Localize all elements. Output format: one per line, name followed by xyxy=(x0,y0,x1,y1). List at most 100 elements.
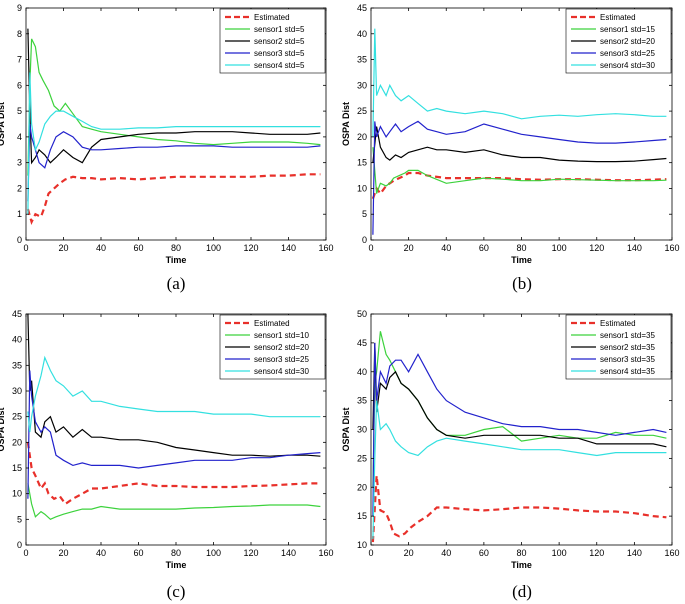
y-axis-label: OSPA Dist xyxy=(0,102,6,146)
x-tick-label: 120 xyxy=(589,548,604,558)
legend-label: sensor3 std=5 xyxy=(254,49,305,58)
x-tick-label: 120 xyxy=(243,243,258,253)
legend: Estimated sensor1 std=10 sensor2 std=20 sen… xyxy=(219,314,326,380)
x-tick-label: 100 xyxy=(552,243,567,253)
panel-caption: (a) xyxy=(167,274,186,293)
series-line-5 xyxy=(372,400,667,540)
panel-caption: (b) xyxy=(512,274,532,293)
y-tick-label: 5 xyxy=(362,209,367,219)
y-tick-label: 35 xyxy=(12,360,22,370)
y-tick-label: 1 xyxy=(17,209,22,219)
x-tick-label: 100 xyxy=(206,243,221,253)
x-tick-label: 40 xyxy=(441,243,451,253)
x-tick-label: 140 xyxy=(281,548,296,558)
legend-label: sensor1 std=10 xyxy=(254,331,309,340)
y-tick-label: 2 xyxy=(17,183,22,193)
x-tick-label: 20 xyxy=(58,243,68,253)
y-axis-label: OSPA Dist xyxy=(341,102,351,146)
series-line-1 xyxy=(371,475,667,543)
y-tick-label: 40 xyxy=(357,367,367,377)
series-line-2 xyxy=(27,38,321,176)
series-line-5 xyxy=(27,355,321,433)
x-tick-label: 160 xyxy=(318,243,333,253)
y-tick-label: 40 xyxy=(12,335,22,345)
x-axis-label: Time xyxy=(511,560,532,570)
legend-label: sensor2 std=5 xyxy=(254,37,305,46)
series-line-2 xyxy=(27,483,321,521)
x-tick-label: 0 xyxy=(23,243,28,253)
y-tick-label: 20 xyxy=(12,437,22,447)
x-tick-label: 80 xyxy=(171,548,181,558)
panel-caption: (d) xyxy=(512,582,532,601)
y-tick-label: 25 xyxy=(357,453,367,463)
legend-label: sensor4 std=30 xyxy=(600,61,655,70)
series-line-4 xyxy=(372,120,667,235)
legend: Estimated sensor1 std=5 sensor2 std=5 senso… xyxy=(219,8,326,74)
y-tick-label: 20 xyxy=(357,482,367,492)
series-line-3 xyxy=(372,342,667,448)
y-tick-label: 3 xyxy=(17,158,22,168)
x-tick-label: 60 xyxy=(479,243,489,253)
y-tick-label: 5 xyxy=(17,106,22,116)
y-tick-label: 0 xyxy=(17,235,22,245)
y-tick-label: 25 xyxy=(12,412,22,422)
series-line-5 xyxy=(372,28,667,137)
y-tick-label: 30 xyxy=(357,80,367,90)
x-tick-label: 60 xyxy=(479,548,489,558)
chart-panel-3: 0 20 40 60 80 100 120 140 160 0 5 10 15 20 25 30 35 40 45 T… xyxy=(0,309,334,601)
y-tick-label: 8 xyxy=(17,29,22,39)
y-tick-label: 15 xyxy=(357,158,367,168)
series-line-1 xyxy=(26,173,321,226)
x-tick-label: 120 xyxy=(243,548,258,558)
series-line-1 xyxy=(26,442,321,506)
legend-label: Estimated xyxy=(254,319,290,328)
legend-label: sensor1 std=5 xyxy=(254,25,305,34)
legend-label: Estimated xyxy=(254,13,290,22)
legend-label: sensor1 std=35 xyxy=(600,331,655,340)
x-axis-label: Time xyxy=(166,255,187,265)
y-axis-label: OSPA Dist xyxy=(0,407,6,451)
x-tick-label: 0 xyxy=(368,243,373,253)
y-tick-label: 30 xyxy=(357,425,367,435)
legend-label: sensor4 std=5 xyxy=(254,61,305,70)
x-tick-label: 120 xyxy=(589,243,604,253)
y-tick-label: 35 xyxy=(357,55,367,65)
x-tick-label: 40 xyxy=(96,243,106,253)
series-line-5 xyxy=(27,72,321,215)
chart-panel-4: 0 20 40 60 80 100 120 140 160 10 15 20 25 30 35 40 45 50 T… xyxy=(341,309,680,601)
x-axis-label: Time xyxy=(511,255,532,265)
legend-label: sensor1 std=15 xyxy=(600,25,655,34)
series-line-3 xyxy=(27,314,321,457)
y-tick-label: 45 xyxy=(12,309,22,319)
legend-label: sensor2 std=20 xyxy=(600,37,655,46)
y-tick-label: 0 xyxy=(362,235,367,245)
y-tick-label: 10 xyxy=(12,489,22,499)
x-tick-label: 0 xyxy=(23,548,28,558)
series-line-4 xyxy=(27,370,321,499)
legend-label: sensor3 std=35 xyxy=(600,355,655,364)
y-tick-label: 30 xyxy=(12,386,22,396)
legend: Estimated sensor1 std=15 sensor2 std=20 sen… xyxy=(565,8,672,74)
y-tick-label: 40 xyxy=(357,29,367,39)
legend-label: Estimated xyxy=(600,319,636,328)
x-tick-label: 80 xyxy=(516,548,526,558)
legend: Estimated sensor1 std=35 sensor2 std=35 sen… xyxy=(565,314,672,380)
y-tick-label: 20 xyxy=(357,132,367,142)
x-tick-label: 140 xyxy=(627,548,642,558)
legend-label: sensor3 std=25 xyxy=(600,49,655,58)
x-tick-label: 100 xyxy=(552,548,567,558)
y-tick-label: 50 xyxy=(357,309,367,319)
panel-caption: (c) xyxy=(167,582,186,601)
y-tick-label: 9 xyxy=(17,3,22,13)
series-line-3 xyxy=(27,28,321,165)
y-tick-label: 35 xyxy=(357,396,367,406)
y-tick-label: 5 xyxy=(17,514,22,524)
x-tick-label: 0 xyxy=(368,548,373,558)
chart-panel-2: 0 20 40 60 80 100 120 140 160 0 5 10 15 20 25 30 35 40 45 T… xyxy=(341,3,680,293)
x-tick-label: 80 xyxy=(516,243,526,253)
x-tick-label: 140 xyxy=(627,243,642,253)
x-tick-label: 160 xyxy=(664,548,679,558)
x-tick-label: 140 xyxy=(281,243,296,253)
x-axis-label: Time xyxy=(166,560,187,570)
